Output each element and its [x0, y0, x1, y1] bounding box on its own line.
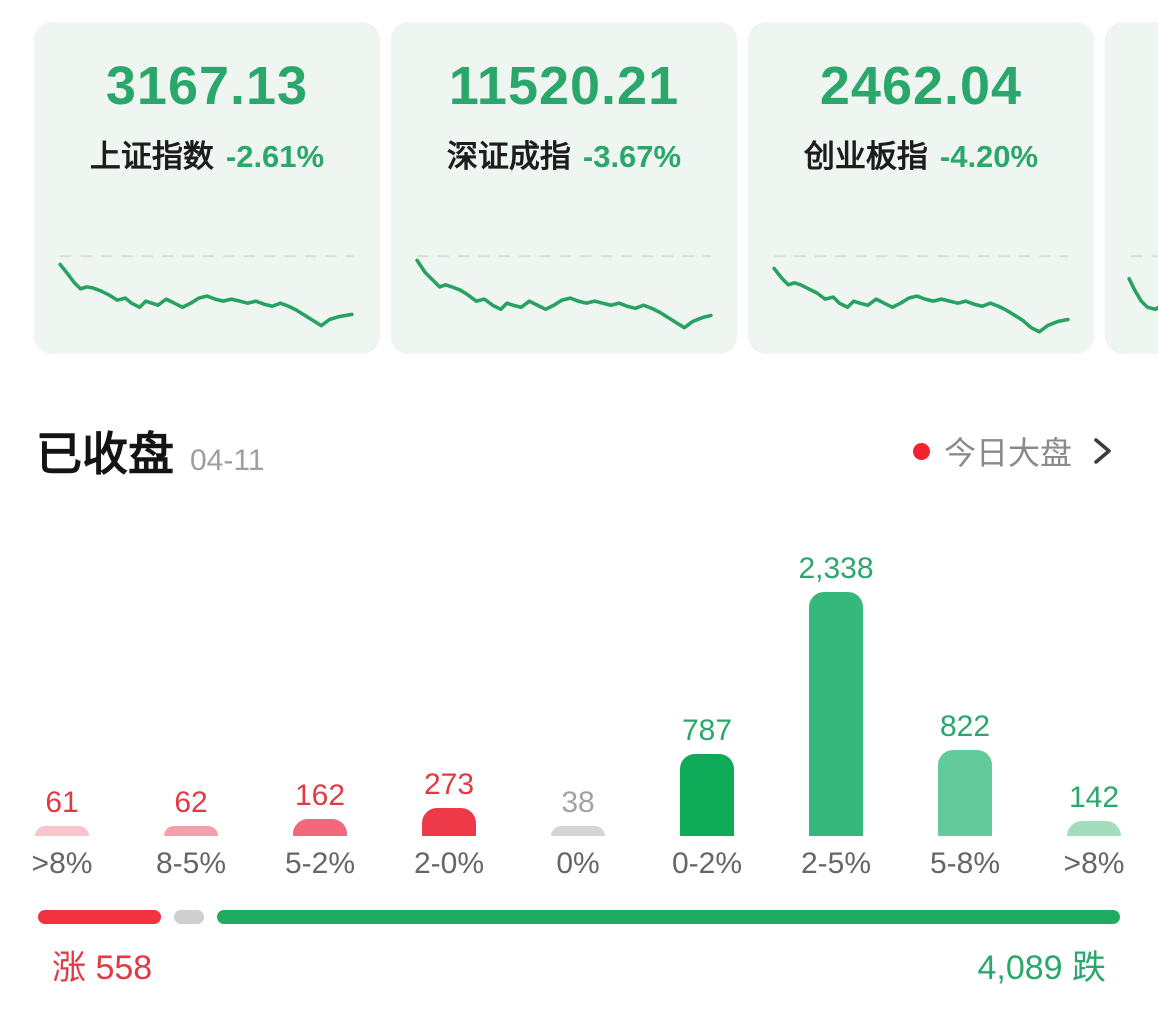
distribution-bar [164, 826, 218, 836]
advance-decline-gauge [0, 910, 1158, 924]
distribution-bar [35, 826, 89, 836]
live-red-dot-icon [912, 442, 930, 460]
distribution-bar-column: 142 >8% [1044, 544, 1144, 881]
gauge-down-segment [217, 910, 1120, 924]
summary-footer: 涨 558 4,089 跌 [0, 940, 1158, 989]
index-value: 2462.04 [819, 56, 1023, 116]
bar-category-label: 0% [556, 847, 600, 880]
distribution-bar [808, 592, 863, 836]
index-name: 深证成指 [446, 138, 571, 174]
distribution-bar-column: 62 8-5% [141, 544, 241, 881]
index-value: 3167.13 [105, 56, 309, 116]
sparkline-path [1127, 276, 1158, 312]
market-closed-title: 已收盘 [36, 428, 174, 480]
distribution-bar [422, 808, 476, 836]
index-value: 11520.21 [448, 56, 680, 116]
distribution-bar [680, 754, 734, 836]
bar-category-label: 2-0% [413, 847, 485, 880]
distribution-bar-column: 61 >8% [12, 544, 112, 881]
today-market-link[interactable]: 今日大盘 [912, 428, 1114, 474]
bar-stack: 142 [1067, 544, 1121, 836]
bar-value-label: 61 [45, 786, 79, 819]
distribution-chart: 61 >8% 62 8-5% 162 5-2% 273 2-0% 38 0% 787 0-2% 2,33… [0, 544, 1158, 881]
decliners-count-label: 4,089 跌 [977, 949, 1106, 987]
bar-category-label: 8-5% [155, 847, 227, 880]
index-label-row: 上证指数 -2.61% [90, 131, 324, 176]
bar-stack: 162 [293, 544, 347, 836]
bar-category-label: 2-5% [800, 847, 872, 880]
bar-category-label: 5-2% [284, 847, 356, 880]
bar-stack: 2,338 [798, 544, 874, 836]
index-cards-row: 3167.13 上证指数 -2.61% 11520.21 深证成指 -3.67%… [0, 22, 1158, 354]
market-status-header: 已收盘 04-11 今日大盘 [0, 418, 1158, 484]
bar-stack: 822 [938, 544, 992, 836]
index-sparkline-chart [1127, 255, 1158, 312]
bar-category-label: 5-8% [929, 847, 1001, 880]
bar-value-label: 62 [174, 786, 208, 819]
index-sparkline-chart [772, 255, 1070, 334]
bar-category-label: >8% [1063, 847, 1125, 880]
index-card-partial[interactable] [1105, 22, 1158, 354]
bar-stack: 38 [551, 544, 605, 836]
chevron-right-icon [1094, 438, 1111, 464]
distribution-bar-column: 787 0-2% [657, 544, 757, 881]
gauge-flat-segment [174, 910, 205, 924]
bar-value-label: 2,338 [798, 552, 874, 585]
index-change: -2.61% [225, 138, 325, 174]
distribution-bar [1067, 821, 1121, 836]
distribution-bar [551, 826, 605, 836]
today-market-label: 今日大盘 [943, 435, 1072, 471]
market-close-date: 04-11 [190, 444, 265, 477]
distribution-bar-column: 38 0% [528, 544, 628, 881]
bar-value-label: 38 [561, 786, 595, 819]
index-name: 创业板指 [803, 138, 928, 174]
index-change: -4.20% [939, 138, 1039, 174]
distribution-bar [938, 750, 992, 836]
index-sparkline-chart [415, 255, 713, 330]
distribution-bar-column: 822 5-8% [915, 544, 1015, 881]
bar-value-label: 273 [423, 768, 475, 801]
distribution-bar [293, 819, 347, 836]
bar-value-label: 822 [939, 710, 991, 743]
gauge-up-segment [38, 910, 162, 924]
index-card-shanghai[interactable]: 3167.13 上证指数 -2.61% [34, 22, 380, 354]
bar-stack: 62 [164, 544, 218, 836]
index-label-row: 创业板指 -4.20% [804, 131, 1038, 176]
index-name: 上证指数 [89, 138, 214, 174]
bar-value-label: 787 [681, 714, 733, 747]
sparkline-path [58, 262, 354, 328]
index-label-row: 深证成指 -3.67% [447, 131, 681, 176]
index-card-chinext[interactable]: 2462.04 创业板指 -4.20% [748, 22, 1094, 354]
bar-category-label: >8% [31, 847, 93, 880]
bar-stack: 61 [35, 544, 89, 836]
advancers-count-label: 涨 558 [52, 949, 153, 987]
bar-value-label: 142 [1068, 781, 1120, 814]
bar-stack: 273 [422, 544, 476, 836]
distribution-bar-column: 162 5-2% [270, 544, 370, 881]
distribution-bar-column: 2,338 2-5% [786, 544, 886, 881]
distribution-bar-column: 273 2-0% [399, 544, 499, 881]
index-change: -3.67% [582, 138, 682, 174]
sparkline-path [415, 258, 713, 330]
bar-stack: 787 [680, 544, 734, 836]
index-sparkline-chart [58, 255, 354, 328]
bar-value-label: 162 [294, 779, 346, 812]
market-status-left: 已收盘 04-11 [36, 418, 265, 484]
bar-category-label: 0-2% [671, 847, 743, 880]
sparkline-path [772, 266, 1070, 334]
index-card-shenzhen[interactable]: 11520.21 深证成指 -3.67% [391, 22, 737, 354]
